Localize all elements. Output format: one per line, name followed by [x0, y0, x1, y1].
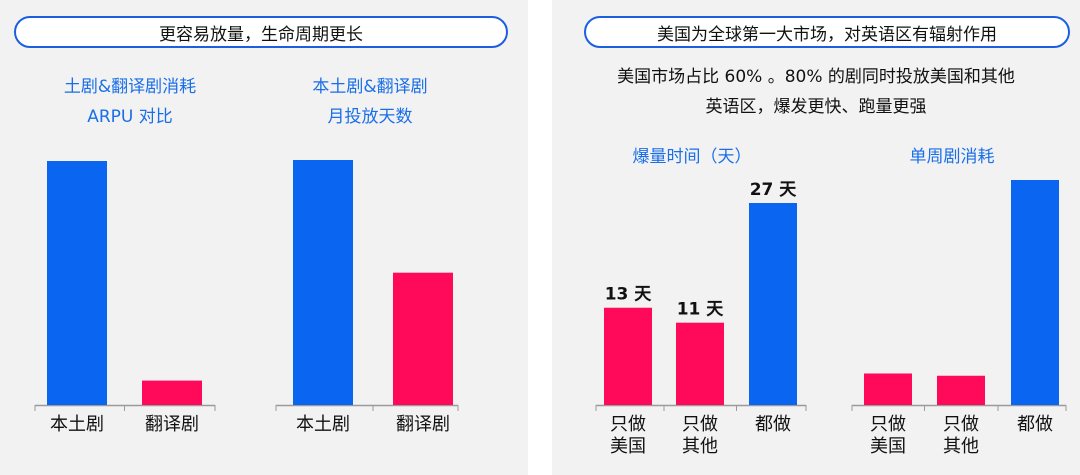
chart4-tick-label-1-line1: 只做: [870, 414, 906, 435]
chart3-tick-label-2-line1: 只做: [682, 414, 718, 435]
chart3-tick-label-1-line1: 只做: [610, 414, 646, 435]
chart3-bar-2: [676, 322, 724, 405]
chart1-bar-1: [47, 161, 107, 405]
chart1-title: 土剧&翻译剧消耗 ARPU 对比: [10, 72, 250, 132]
chart4-tick-label-2-line2: 其他: [943, 436, 979, 457]
chart2-bar-1: [293, 160, 353, 405]
chart2-bar-2: [393, 272, 453, 405]
chart1-tick-label-1: 本土剧: [50, 414, 104, 435]
chart3-data-label-1: 13 天: [605, 285, 653, 305]
right-description: 美国市场占比 60% 。80% 的剧同时投放美国和其他 英语区，爆发更快、跑量更…: [552, 62, 1080, 122]
right-description-line2: 英语区，爆发更快、跑量更强: [705, 97, 927, 117]
chart2-title: 本土剧&翻译剧 月投放天数: [250, 72, 490, 132]
chart2-title-line2: 月投放天数: [327, 107, 413, 127]
chart1-title-line1: 土剧&翻译剧消耗: [63, 77, 197, 97]
chart2-tick-label-2: 翻译剧: [396, 414, 450, 435]
chart3-tick-label-3: 都做: [755, 414, 791, 435]
right-header-pill: 美国为全球第一大市场，对英语区有辐射作用: [584, 16, 1070, 48]
right-description-line1: 美国市场占比 60% 。80% 的剧同时投放美国和其他: [617, 67, 1015, 87]
chart3-data-label-3: 27 天: [750, 180, 798, 200]
chart4-tick-label-1-line2: 美国: [870, 436, 906, 457]
chart3-bar-1: [604, 307, 652, 405]
left-header-pill: 更容易放量，生命周期更长: [14, 16, 508, 48]
chart1-bar-2: [142, 380, 202, 405]
chart3-title: 爆量时间（天）: [632, 147, 752, 167]
chart1-title-line2: ARPU 对比: [87, 107, 173, 127]
left-header-text: 更容易放量，生命周期更长: [159, 24, 363, 45]
chart4-title: 单周剧消耗: [909, 147, 995, 167]
chart1-tick-label-2: 翻译剧: [145, 414, 199, 435]
chart4-bar-1: [864, 373, 912, 405]
chart4-tick-label-2-line1: 只做: [943, 414, 979, 435]
chart4-bar-3: [1011, 180, 1059, 405]
right-header-text: 美国为全球第一大市场，对英语区有辐射作用: [657, 24, 997, 45]
chart2-tick-label-1: 本土剧: [296, 414, 350, 435]
chart2-title-line1: 本土剧&翻译剧: [312, 77, 428, 97]
chart3-bar-3: [749, 203, 797, 405]
chart4-tick-label-3: 都做: [1017, 414, 1053, 435]
chart3-data-label-2: 11 天: [677, 300, 725, 320]
chart3-tick-label-1-line2: 美国: [610, 436, 646, 457]
chart4-bar-2: [937, 375, 985, 405]
chart3-tick-label-2-line2: 其他: [682, 436, 718, 457]
